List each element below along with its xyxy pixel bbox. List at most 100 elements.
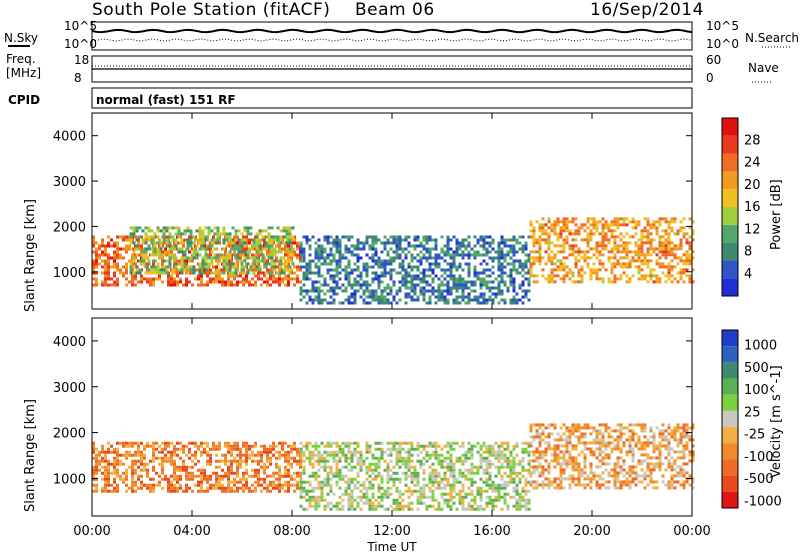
- data-cell: [380, 301, 384, 305]
- data-cell: [622, 220, 626, 224]
- data-cell: [173, 444, 176, 448]
- data-cell: [610, 474, 614, 478]
- data-cell: [461, 453, 465, 457]
- data-cell: [485, 495, 489, 499]
- data-cell: [586, 447, 590, 451]
- data-cell: [212, 486, 215, 490]
- data-cell: [565, 477, 569, 481]
- data-cell: [92, 471, 95, 475]
- data-cell: [449, 453, 453, 457]
- data-cell: [104, 453, 107, 457]
- data-cell: [267, 241, 271, 245]
- data-cell: [571, 253, 575, 257]
- data-cell: [640, 462, 644, 466]
- data-cell: [625, 250, 629, 254]
- data-cell: [255, 247, 259, 251]
- data-cell: [240, 238, 244, 242]
- data-cell: [404, 277, 408, 281]
- data-cell: [529, 262, 533, 266]
- data-cell: [231, 265, 235, 269]
- data-cell: [176, 465, 179, 469]
- data-cell: [512, 280, 516, 284]
- data-cell: [353, 244, 357, 248]
- data-cell: [532, 453, 536, 457]
- data-cell: [625, 450, 629, 454]
- data-cell: [515, 250, 519, 254]
- data-cell: [107, 259, 110, 263]
- data-cell: [389, 292, 393, 296]
- data-cell: [228, 268, 232, 272]
- data-cell: [189, 256, 193, 260]
- data-cell: [461, 256, 465, 260]
- data-cell: [625, 256, 629, 260]
- data-cell: [134, 283, 137, 287]
- data-cell: [646, 262, 650, 266]
- data-cell: [128, 244, 131, 248]
- data-cell: [320, 495, 324, 499]
- data-cell: [269, 444, 272, 448]
- data-cell: [541, 468, 545, 472]
- data-cell: [359, 489, 363, 493]
- data-cell: [150, 229, 154, 233]
- data-cell: [134, 468, 137, 472]
- data-cell: [604, 468, 608, 472]
- data-cell: [311, 504, 315, 508]
- data-cell: [365, 241, 369, 245]
- data-cell: [317, 453, 321, 457]
- data-cell: [380, 447, 384, 451]
- data-cell: [389, 504, 393, 508]
- data-cell: [640, 235, 644, 239]
- data-cell: [625, 438, 629, 442]
- data-cell: [407, 265, 411, 269]
- data-cell: [350, 235, 354, 239]
- data-cell: [155, 483, 158, 487]
- data-cell: [467, 268, 471, 272]
- data-cell: [559, 483, 563, 487]
- data-cell: [607, 426, 611, 430]
- data-cell: [299, 450, 303, 454]
- data-cell: [254, 444, 257, 448]
- data-cell: [95, 283, 98, 287]
- data-cell: [176, 474, 179, 478]
- data-cell: [195, 256, 199, 260]
- data-cell: [374, 468, 378, 472]
- data-cell: [314, 477, 318, 481]
- data-cell: [503, 471, 507, 475]
- data-cell: [299, 241, 303, 245]
- data-cell: [640, 444, 644, 448]
- data-cell: [592, 450, 596, 454]
- data-cell: [485, 471, 489, 475]
- data-cell: [243, 265, 247, 269]
- data-cell: [158, 456, 161, 460]
- data-cell: [98, 459, 101, 463]
- data-cell: [263, 465, 266, 469]
- data-cell: [218, 444, 221, 448]
- data-cell: [410, 474, 414, 478]
- data-cell: [446, 441, 450, 445]
- data-cell: [482, 253, 486, 257]
- data-cell: [260, 271, 263, 275]
- data-cell: [389, 468, 393, 472]
- data-cell: [512, 504, 516, 508]
- data-cell: [92, 241, 95, 245]
- data-cell: [455, 480, 459, 484]
- data-cell: [589, 465, 593, 469]
- data-cell: [371, 477, 375, 481]
- data-cell: [122, 256, 125, 260]
- data-cell: [165, 244, 169, 248]
- data-cell: [404, 268, 408, 272]
- data-cell: [308, 459, 312, 463]
- data-cell: [128, 259, 131, 263]
- data-cell: [185, 283, 188, 287]
- data-cell: [201, 238, 205, 242]
- data-cell: [329, 286, 333, 290]
- data-cell: [347, 468, 351, 472]
- data-cell: [341, 253, 345, 257]
- data-cell: [494, 441, 498, 445]
- data-cell: [255, 265, 259, 269]
- data-cell: [637, 447, 641, 451]
- data-cell: [380, 280, 384, 284]
- data-cell: [206, 444, 209, 448]
- data-cell: [571, 474, 575, 478]
- data-cell: [266, 489, 269, 493]
